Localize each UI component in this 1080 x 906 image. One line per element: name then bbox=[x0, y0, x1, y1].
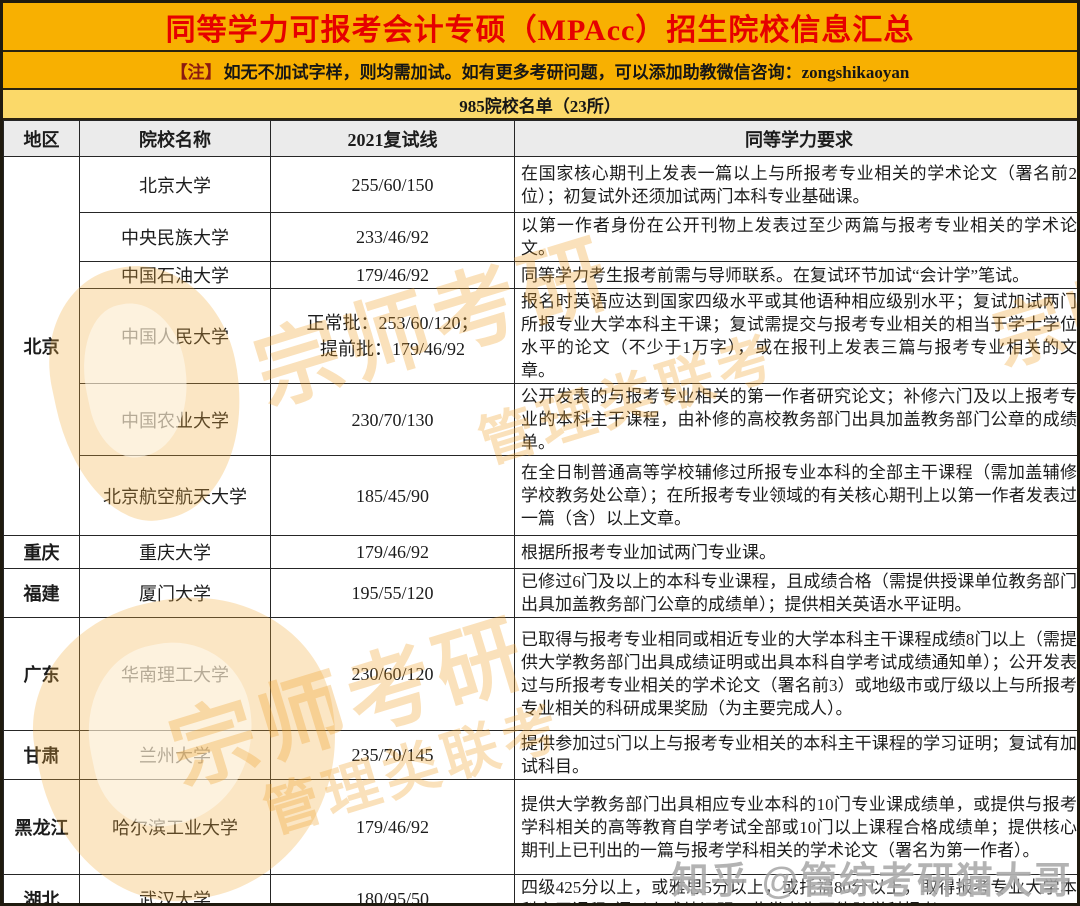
table-row: 中国石油大学 179/46/92 同等学力考生报考前需与导师联系。在复试环节加试… bbox=[4, 261, 1077, 289]
university-table: 地区 院校名称 2021复试线 同等学力要求 北京 北京大学 255/60/15… bbox=[3, 120, 1077, 903]
column-header-university: 院校名称 bbox=[79, 120, 271, 157]
region-cell: 广东 bbox=[3, 617, 80, 731]
score-cell: 195/55/120 bbox=[270, 568, 515, 618]
score-cell: 233/46/92 bbox=[270, 212, 515, 262]
score-cell: 180/95/50 bbox=[270, 874, 515, 903]
table-row: 重庆 重庆大学 179/46/92 根据所报考专业加试两门专业课。 bbox=[3, 535, 1077, 569]
column-header-score-line: 2021复试线 bbox=[270, 120, 515, 157]
requirement-cell: 根据所报考专业加试两门专业课。 bbox=[514, 535, 1077, 569]
table-row: 中央民族大学 233/46/92 以第一作者身份在公开刊物上发表过至少两篇与报考… bbox=[4, 212, 1077, 262]
requirement-cell: 在国家核心期刊上发表一篇以上与所报考专业相关的学术论文（署名前2位）；初复试外还… bbox=[514, 156, 1077, 213]
table-row: 甘肃 兰州大学 235/70/145 提供参加过5门以上与报考专业相关的本科主干… bbox=[3, 730, 1077, 780]
requirement-cell: 同等学力考生报考前需与导师联系。在复试环节加试“会计学”笔试。 bbox=[514, 261, 1077, 289]
column-header-requirement: 同等学力要求 bbox=[514, 120, 1077, 157]
table-row: 广东 华南理工大学 230/60/120 已取得与报考专业相同或相近专业的大学本… bbox=[3, 617, 1077, 731]
table-row: 北京航空航天大学 185/45/90 在全日制普通高等学校辅修过所报专业本科的全… bbox=[4, 455, 1077, 536]
score-cell: 179/46/92 bbox=[270, 261, 515, 289]
region-cell: 北京 bbox=[3, 156, 80, 536]
university-cell: 北京大学 bbox=[79, 156, 271, 213]
requirement-cell: 以第一作者身份在公开刊物上发表过至少两篇与报考专业相关的学术论文。 bbox=[514, 212, 1077, 262]
table-row: 黑龙江 哈尔滨工业大学 179/46/92 提供大学教务部门出具相应专业本科的1… bbox=[3, 779, 1077, 875]
region-cell: 福建 bbox=[3, 568, 80, 618]
score-cell: 185/45/90 bbox=[270, 455, 515, 536]
note-text: 如无不加试字样，则均需加试。如有更多考研问题，可以添加助教微信咨询：zongsh… bbox=[223, 62, 910, 82]
requirement-cell: 报名时英语应达到国家四级水平或其他语种相应级别水平；复试加试两门所报专业大学本科… bbox=[514, 288, 1077, 384]
table-row: 福建 厦门大学 195/55/120 已修过6门及以上的本科专业课程，且成绩合格… bbox=[3, 568, 1077, 618]
requirement-cell: 在全日制普通高等学校辅修过所报专业本科的全部主干课程（需加盖辅修学校教务处公章）… bbox=[514, 455, 1077, 536]
score-cell: 235/70/145 bbox=[270, 730, 515, 780]
column-header-region: 地区 bbox=[3, 120, 80, 157]
university-cell: 武汉大学 bbox=[79, 874, 271, 903]
score-cell: 255/60/150 bbox=[270, 156, 515, 213]
table-row: 湖北 武汉大学 180/95/50 四级425分以上，或雅思5分以上，或托福80… bbox=[3, 874, 1077, 903]
university-cell: 中国人民大学 bbox=[79, 288, 271, 384]
university-cell: 厦门大学 bbox=[79, 568, 271, 618]
university-cell: 北京航空航天大学 bbox=[79, 455, 271, 536]
university-cell: 华南理工大学 bbox=[79, 617, 271, 731]
score-cell: 230/70/130 bbox=[270, 383, 515, 456]
score-cell: 179/46/92 bbox=[270, 779, 515, 875]
note-banner: 【注】 如无不加试字样，则均需加试。如有更多考研问题，可以添加助教微信咨询：zo… bbox=[3, 52, 1077, 90]
region-cell: 湖北 bbox=[3, 874, 80, 903]
requirement-cell: 四级425分以上，或雅思5分以上，或托福80分以上，取得报考专业大学本科主干课程… bbox=[514, 874, 1077, 903]
table-row: 中国人民大学 正常批：253/60/120； 提前批：179/46/92 报名时… bbox=[4, 288, 1077, 384]
region-cell: 黑龙江 bbox=[3, 779, 80, 875]
university-cell: 中央民族大学 bbox=[79, 212, 271, 262]
requirement-cell: 提供大学教务部门出具相应专业本科的10门专业课成绩单，或提供与报考学科相关的高等… bbox=[514, 779, 1077, 875]
score-cell: 正常批：253/60/120； 提前批：179/46/92 bbox=[270, 288, 515, 384]
region-cell: 重庆 bbox=[3, 535, 80, 569]
region-cell: 甘肃 bbox=[3, 730, 80, 780]
university-cell: 重庆大学 bbox=[79, 535, 271, 569]
university-cell: 哈尔滨工业大学 bbox=[79, 779, 271, 875]
requirement-cell: 已修过6门及以上的本科专业课程，且成绩合格（需提供授课单位教务部门出具加盖教务部… bbox=[514, 568, 1077, 618]
page-title: 同等学力可报考会计专硕（MPAcc）招生院校信息汇总 bbox=[3, 3, 1077, 52]
requirement-cell: 提供参加过5门以上与报考专业相关的本科主干课程的学习证明；复试有加试科目。 bbox=[514, 730, 1077, 780]
table-row: 北京 北京大学 255/60/150 在国家核心期刊上发表一篇以上与所报考专业相… bbox=[3, 156, 1077, 536]
university-cell: 兰州大学 bbox=[79, 730, 271, 780]
table-row: 中国农业大学 230/70/130 公开发表的与报考专业相关的第一作者研究论文；… bbox=[4, 383, 1077, 456]
score-cell: 230/60/120 bbox=[270, 617, 515, 731]
section-title: 985院校名单（23所） bbox=[3, 90, 1077, 120]
university-cell: 中国石油大学 bbox=[79, 261, 271, 289]
university-cell: 中国农业大学 bbox=[79, 383, 271, 456]
score-cell: 179/46/92 bbox=[270, 535, 515, 569]
requirement-cell: 公开发表的与报考专业相关的第一作者研究论文；补修六门及以上报考专业的本科主干课程… bbox=[514, 383, 1077, 456]
requirement-cell: 已取得与报考专业相同或相近专业的大学本科主干课程成绩8门以上（需提供大学教务部门… bbox=[514, 617, 1077, 731]
note-prefix: 【注】 bbox=[170, 62, 222, 82]
table-header-row: 地区 院校名称 2021复试线 同等学力要求 bbox=[3, 120, 1077, 157]
